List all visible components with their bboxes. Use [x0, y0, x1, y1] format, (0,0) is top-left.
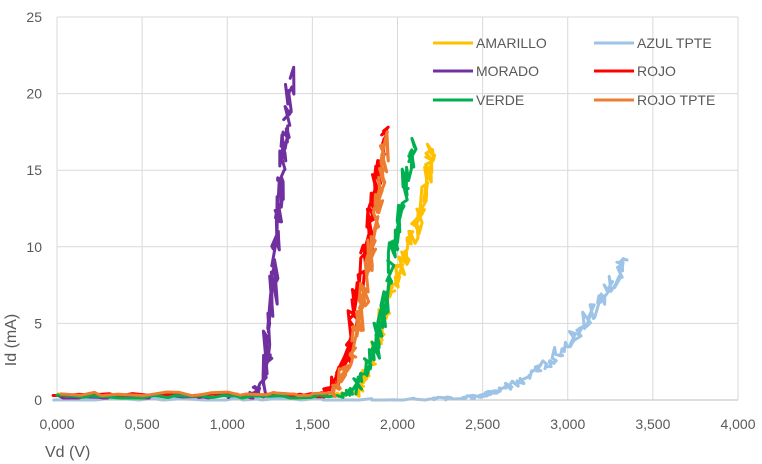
x-tick-label: 2,500	[465, 416, 500, 432]
y-tick-label: 0	[34, 392, 42, 408]
legend-label-rojo-tpte: ROJO TPTE	[637, 92, 715, 108]
y-tick-label: 25	[26, 9, 42, 25]
y-tick-labels: 0 5 10 15 20 25	[26, 9, 42, 408]
x-tick-label: 3,000	[550, 416, 585, 432]
y-tick-label: 5	[34, 315, 42, 331]
legend-label-morado: MORADO	[476, 63, 539, 79]
x-tick-label: 1,500	[295, 416, 330, 432]
series-line-morado	[56, 65, 296, 401]
x-tick-label: 0,500	[125, 416, 160, 432]
x-tick-label: 3,500	[635, 416, 670, 432]
legend-label-azul-tpte: AZUL TPTE	[637, 35, 712, 51]
x-axis-title: Vd (V)	[45, 444, 90, 461]
x-tick-label: 0,000	[39, 416, 74, 432]
x-tick-label: 1,000	[210, 416, 245, 432]
y-tick-label: 15	[26, 162, 42, 178]
plot-area	[51, 65, 629, 402]
legend-label-verde: VERDE	[476, 92, 524, 108]
legend-label-amarillo: AMARILLO	[476, 35, 547, 51]
x-tick-labels: 0,000 0,500 1,000 1,500 2,000 2,500 3,000 3,500…	[39, 416, 755, 432]
legend: AMARILLO AZUL TPTE MORADO ROJO VERDE ROJO TPT…	[433, 35, 715, 108]
x-tick-label: 2,000	[380, 416, 415, 432]
y-tick-label: 10	[26, 239, 42, 255]
series-line-rojo-tpte	[59, 130, 390, 398]
series-line-rojo	[51, 125, 390, 399]
y-axis-title: Id (mA)	[3, 314, 20, 366]
legend-label-rojo: ROJO	[637, 63, 676, 79]
x-tick-label: 4,000	[720, 416, 755, 432]
series-line-verde	[55, 136, 418, 400]
y-tick-label: 20	[26, 86, 42, 102]
